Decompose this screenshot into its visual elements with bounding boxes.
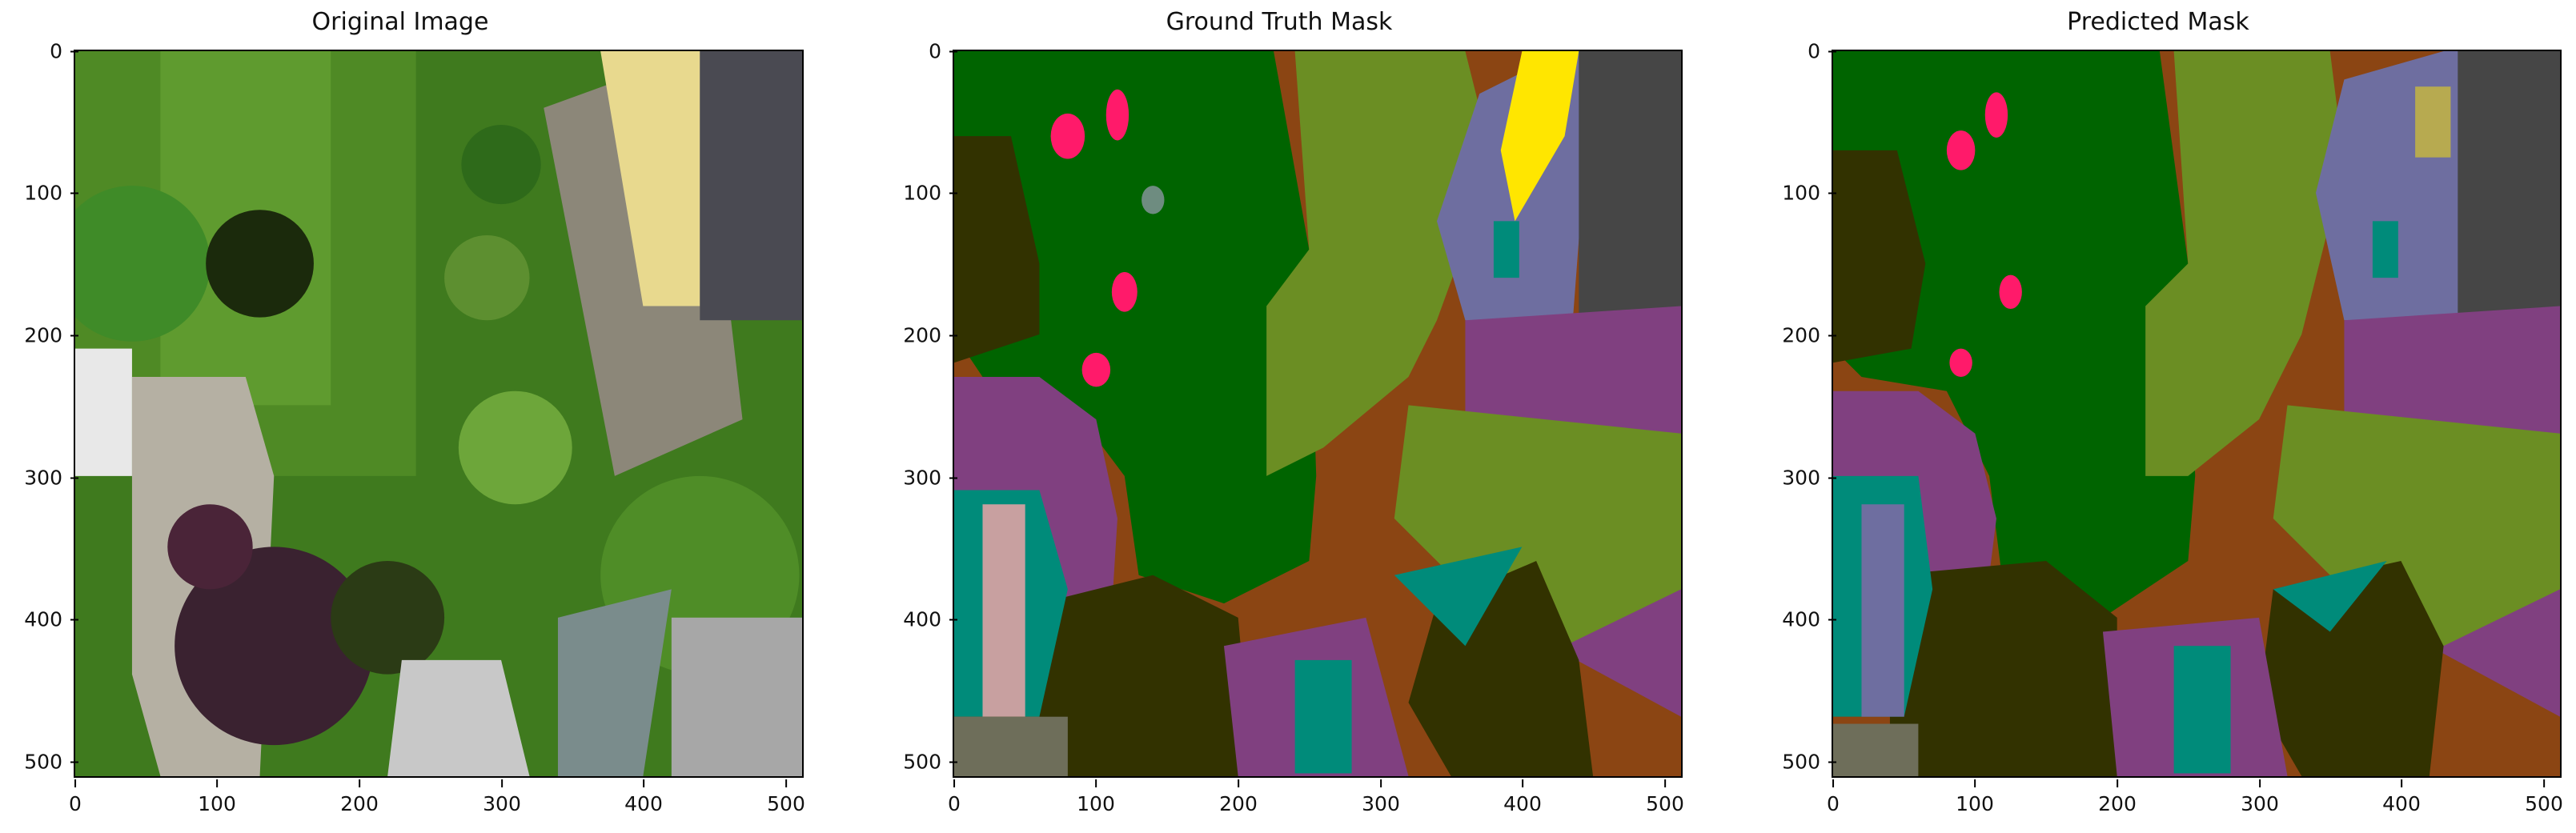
x-axis-ticks: 0 100 200 300 400 500	[1827, 792, 2563, 824]
original-image-frame	[74, 50, 804, 778]
x-axis-ticks: 0 100 200 300 400 500	[948, 792, 1684, 824]
x-tick-label: 400	[2382, 792, 2421, 815]
aerial-photo	[75, 51, 802, 776]
x-tick-label: 500	[1646, 792, 1684, 815]
y-tick-label: 100	[903, 181, 941, 205]
y-tick-label: 100	[1782, 181, 1820, 205]
y-tick-label: 400	[903, 607, 941, 631]
y-axis-ticks: 0 100 200 300 400 500	[8, 40, 64, 778]
x-tick-label: 200	[1219, 792, 1258, 815]
y-tick-label: 200	[1782, 323, 1820, 347]
x-tick-label: 100	[1956, 792, 1994, 815]
x-tick-label: 0	[69, 792, 82, 815]
y-tick-label: 200	[903, 323, 941, 347]
x-axis-ticks: 0 100 200 300 400 500	[69, 792, 805, 824]
y-axis-ticks: 0 100 200 300 400 500	[1766, 40, 1822, 778]
ground-truth-mask-frame	[953, 50, 1683, 778]
x-tick-label: 300	[1362, 792, 1400, 815]
x-tick-label: 400	[1503, 792, 1542, 815]
x-tick-label: 500	[2525, 792, 2563, 815]
panel-original-image: Original Image 0 100 200	[0, 0, 805, 833]
x-tick-label: 200	[340, 792, 379, 815]
x-tick-label: 200	[2098, 792, 2137, 815]
y-tick-label: 0	[50, 39, 62, 63]
x-tick-label: 100	[198, 792, 236, 815]
y-tick-label: 300	[1782, 466, 1820, 490]
predicted-mask	[1833, 51, 2560, 776]
predicted-mask-frame	[1832, 50, 2562, 778]
x-tick-label: 300	[2241, 792, 2279, 815]
panel-ground-truth-mask: Ground Truth Mask	[879, 0, 1684, 833]
x-tick-label: 300	[483, 792, 521, 815]
y-tick-label: 300	[903, 466, 941, 490]
y-tick-label: 0	[1808, 39, 1820, 63]
y-tick-label: 300	[24, 466, 62, 490]
x-tick-label: 0	[1827, 792, 1840, 815]
panel-title: Predicted Mask	[2067, 8, 2249, 36]
y-tick-label: 500	[903, 750, 941, 774]
x-tick-label: 0	[948, 792, 961, 815]
y-tick-label: 500	[24, 750, 62, 774]
y-tick-label: 0	[929, 39, 941, 63]
panel-title: Ground Truth Mask	[1166, 8, 1393, 36]
x-tick-label: 100	[1077, 792, 1115, 815]
y-tick-label: 400	[1782, 607, 1820, 631]
panel-predicted-mask: Predicted Mask 0	[1758, 0, 2563, 833]
y-tick-label: 400	[24, 607, 62, 631]
y-tick-label: 200	[24, 323, 62, 347]
ground-truth-mask	[954, 51, 1681, 776]
y-tick-label: 100	[24, 181, 62, 205]
x-tick-label: 500	[767, 792, 805, 815]
x-tick-label: 400	[624, 792, 663, 815]
panel-title: Original Image	[311, 8, 489, 36]
y-axis-ticks: 0 100 200 300 400 500	[887, 40, 943, 778]
y-tick-label: 500	[1782, 750, 1820, 774]
